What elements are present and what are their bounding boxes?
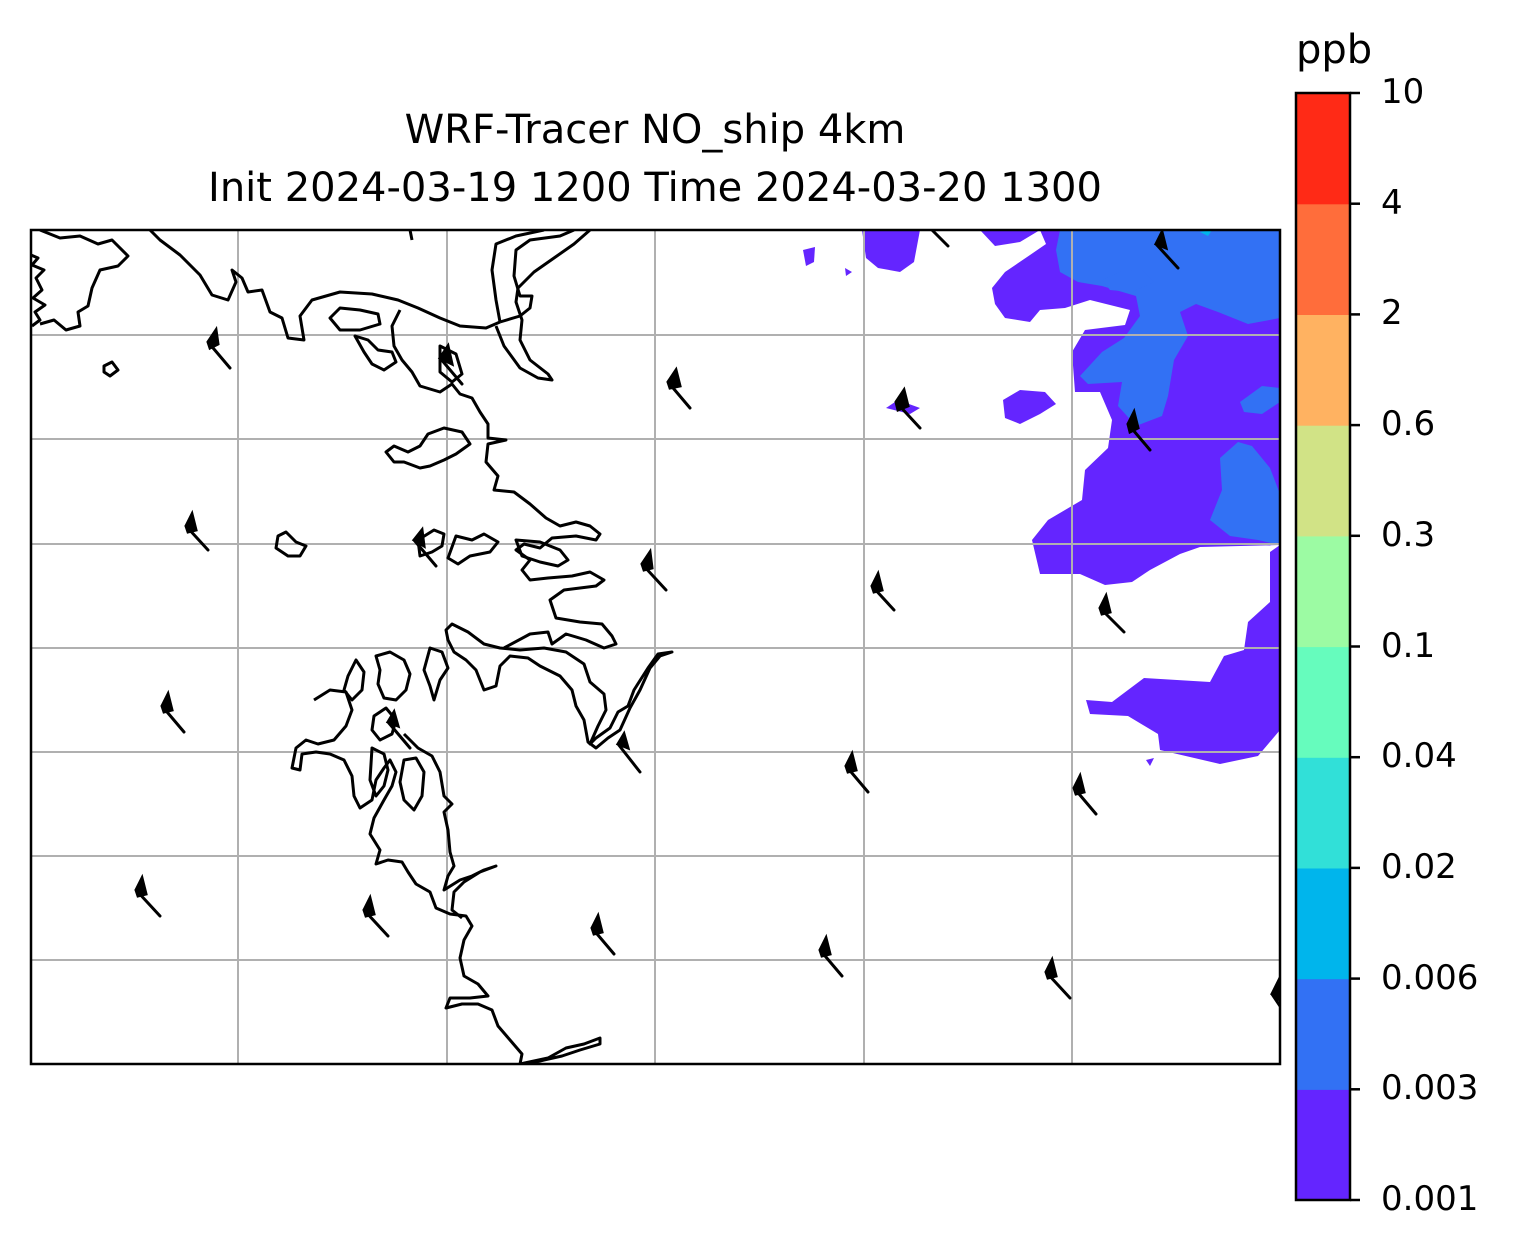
colorbar xyxy=(1294,91,1360,1202)
colorbar-tick-label: 0.003 xyxy=(1381,1068,1479,1109)
colorbar-segment xyxy=(1296,978,1350,1090)
colorbar-tick-label: 0.6 xyxy=(1381,404,1436,445)
colorbar-segment xyxy=(1296,757,1350,869)
colorbar-segment xyxy=(1296,646,1350,758)
gridlines xyxy=(31,230,1280,1064)
colorbar-tick-label: 2 xyxy=(1381,293,1403,334)
colorbar-segment xyxy=(1296,203,1350,315)
colorbar-tick-label: 0.001 xyxy=(1381,1179,1479,1219)
map-frame xyxy=(29,228,1282,1066)
wind-barbs xyxy=(134,230,1280,1008)
colorbar-tick-label: 0.02 xyxy=(1381,846,1457,887)
colorbar-tick-label: 0.04 xyxy=(1381,736,1457,777)
colorbar-tick-label: 10 xyxy=(1381,72,1425,112)
colorbar-tick-label: 0.3 xyxy=(1381,514,1436,555)
tracer-shading-mid xyxy=(1056,230,1280,545)
coastlines xyxy=(31,230,674,1064)
map-title-line-1: WRF-Tracer NO_ship 4km xyxy=(404,107,906,153)
colorbar-segment xyxy=(1296,93,1350,205)
colorbar-segment xyxy=(1296,314,1350,426)
map-title-line-2: Init 2024-03-19 1200 Time 2024-03-20 130… xyxy=(208,165,1102,211)
map-area xyxy=(31,230,1280,1064)
colorbar-unit-label: ppb xyxy=(1296,27,1373,73)
colorbar-tick-label: 0.1 xyxy=(1381,625,1436,666)
colorbar-segment xyxy=(1296,535,1350,648)
colorbar-tick-label: 0.006 xyxy=(1381,957,1479,998)
tracer-shading-low xyxy=(803,230,1280,766)
colorbar-segment xyxy=(1296,867,1350,980)
colorbar-tick-label: 4 xyxy=(1381,182,1403,223)
colorbar-segment xyxy=(1296,1089,1350,1201)
colorbar-segment xyxy=(1296,425,1350,537)
